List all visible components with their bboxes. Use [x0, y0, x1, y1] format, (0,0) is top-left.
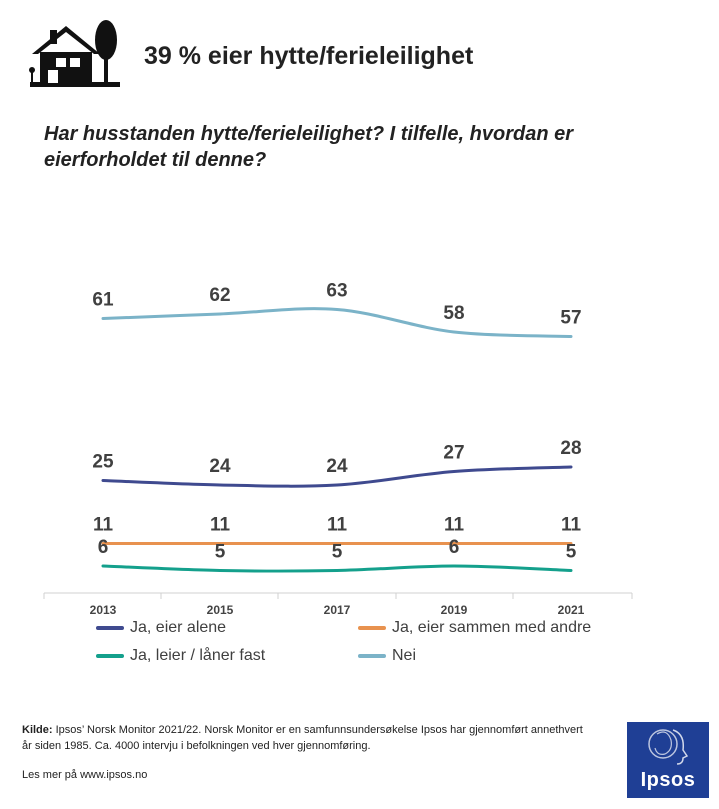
legend-swatch — [96, 654, 124, 658]
data-label-leier: 5 — [566, 542, 577, 563]
page-title: 39 % eier hytte/ferieleilighet — [144, 42, 474, 70]
data-label-eier-sammen: 11 — [93, 515, 114, 536]
x-tick-label: 2019 — [441, 603, 468, 617]
data-label-leier: 5 — [215, 542, 226, 563]
x-tick-label: 2017 — [324, 603, 351, 617]
house-with-tree-icon — [29, 20, 120, 87]
data-label-eier-alene: 24 — [326, 456, 348, 477]
data-label-nei: 63 — [326, 281, 347, 302]
data-label-leier: 6 — [98, 537, 109, 558]
data-label-nei: 58 — [443, 303, 464, 324]
source-text: Ipsos’ Norsk Monitor 2021/22. Norsk Moni… — [22, 724, 583, 752]
series-line-leier — [101, 564, 573, 573]
ipsos-logo-mark — [648, 729, 689, 765]
data-label-leier: 5 — [332, 542, 343, 563]
more-info-text: Les mer på www.ipsos.no — [22, 769, 148, 781]
x-tick-label: 2013 — [90, 603, 117, 617]
legend-item-leier: Ja, leier / låner fast — [96, 647, 358, 665]
legend-swatch — [358, 626, 386, 630]
legend-item-eier-alene: Ja, eier alene — [96, 619, 358, 637]
legend-label: Ja, leier / låner fast — [130, 647, 266, 664]
data-label-nei: 57 — [560, 308, 581, 329]
data-label-eier-alene: 28 — [560, 438, 581, 459]
x-tick-label: 2021 — [558, 603, 585, 617]
source-note: Kilde: Ipsos’ Norsk Monitor 2021/22. Nor… — [22, 722, 592, 754]
legend-item-eier-sammen: Ja, eier sammen med andre — [358, 619, 658, 637]
legend-swatch — [96, 626, 124, 630]
chart-question: Har husstanden hytte/ferieleilighet? I t… — [44, 123, 574, 171]
ipsos-logo: Ipsos — [627, 722, 709, 798]
data-label-eier-sammen: 11 — [561, 515, 582, 536]
data-label-eier-sammen: 11 — [210, 515, 231, 536]
legend-swatch — [358, 654, 386, 658]
source-label: Kilde: — [22, 724, 53, 736]
chart-legend: Ja, eier alene Ja, eier sammen med andre… — [96, 619, 656, 665]
legend-label: Ja, eier alene — [130, 619, 227, 636]
logo-text: Ipsos — [640, 769, 696, 791]
series-line-eier-alene — [101, 465, 573, 488]
data-label-eier-alene: 25 — [92, 452, 114, 473]
data-label-nei: 62 — [209, 285, 230, 306]
data-label-leier: 6 — [449, 537, 460, 558]
series-line-nei — [101, 307, 573, 338]
data-label-eier-alene: 24 — [209, 456, 231, 477]
data-label-eier-sammen: 11 — [327, 515, 348, 536]
legend-label: Ja, eier sammen med andre — [392, 619, 592, 636]
data-label-eier-sammen: 11 — [444, 515, 465, 536]
legend-label: Nei — [392, 647, 417, 664]
x-tick-label: 2015 — [207, 603, 234, 617]
legend-item-nei: Nei — [358, 647, 658, 665]
data-label-nei: 61 — [92, 290, 114, 311]
data-label-eier-alene: 27 — [443, 443, 464, 464]
